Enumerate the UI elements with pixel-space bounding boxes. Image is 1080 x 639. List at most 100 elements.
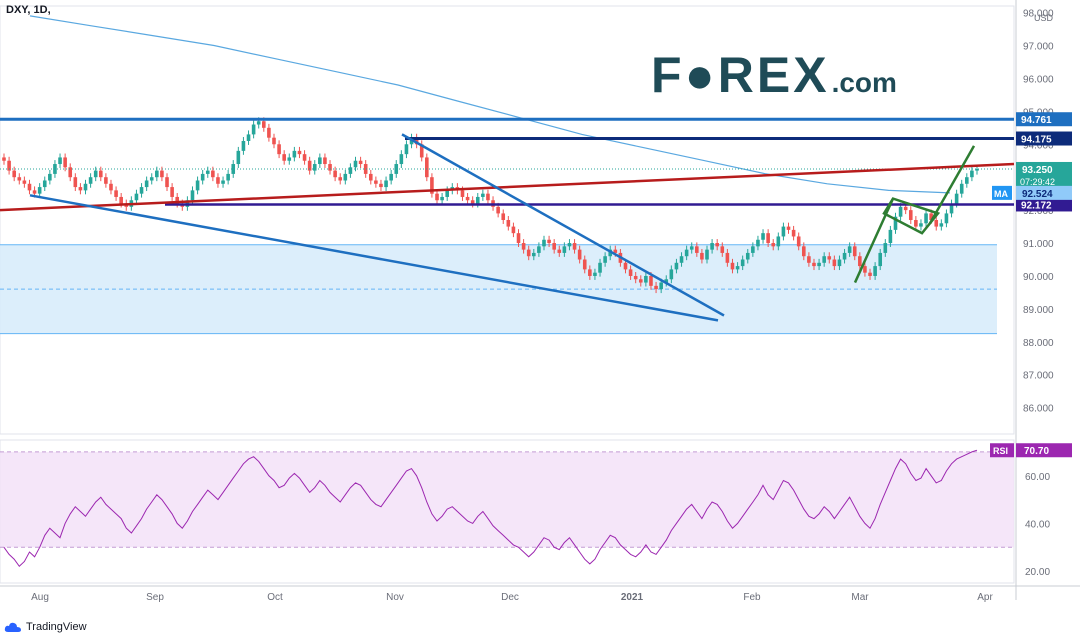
candle-body xyxy=(328,164,332,171)
candle-body xyxy=(873,266,877,276)
candle-body xyxy=(547,239,551,244)
candle-body xyxy=(593,272,597,276)
candle-body xyxy=(425,157,429,178)
wedge-upper-line xyxy=(401,133,725,317)
candle-body xyxy=(109,183,113,191)
candle-body xyxy=(807,256,811,263)
price-tick-label: 89.000 xyxy=(1023,305,1054,316)
candle-body xyxy=(761,233,765,240)
candle-body xyxy=(460,190,465,197)
candle-body xyxy=(78,187,83,191)
candle-body xyxy=(440,196,444,201)
rsi-value-bg xyxy=(1016,443,1072,458)
candle-body xyxy=(745,252,750,260)
candle-body xyxy=(68,167,73,178)
candle-body xyxy=(893,216,898,230)
candle-body xyxy=(598,262,602,273)
candle-body xyxy=(292,150,297,158)
ma-label: MA xyxy=(994,189,1008,199)
candle-body xyxy=(302,154,307,161)
candle-body xyxy=(475,196,480,204)
candle-body xyxy=(654,285,658,290)
candle-body xyxy=(638,279,643,283)
time-tick-label: Nov xyxy=(386,592,404,603)
candle-body xyxy=(735,266,740,270)
candle-body xyxy=(771,243,776,247)
candle-body xyxy=(445,190,449,197)
level-tag-94175-bg xyxy=(1016,131,1072,146)
candle-body xyxy=(603,256,607,263)
rsi-tick-label: 60.00 xyxy=(1025,472,1050,483)
candle-body xyxy=(501,213,506,220)
candle-body xyxy=(511,226,516,234)
time-tick-label: 2021 xyxy=(621,592,644,603)
candle-body xyxy=(430,177,434,194)
candle-body xyxy=(669,269,674,280)
time-tick-label: Dec xyxy=(501,592,519,603)
candle-body xyxy=(756,239,760,247)
candle-body xyxy=(363,164,368,174)
candle-body xyxy=(557,249,562,253)
candle-body xyxy=(226,173,230,181)
candle-body xyxy=(863,266,867,273)
candle-body xyxy=(628,269,633,276)
candle-body xyxy=(837,259,842,267)
rsi-tick-label: 20.00 xyxy=(1025,567,1050,578)
candle-body xyxy=(399,154,404,165)
price-tick-label: 98.000 xyxy=(1023,9,1054,20)
candle-body xyxy=(633,275,638,280)
flag-body xyxy=(882,197,941,235)
candle-body xyxy=(695,246,699,253)
candle-body xyxy=(537,246,541,253)
candle-body xyxy=(236,150,241,165)
candle-body xyxy=(134,193,139,201)
candle-body xyxy=(832,259,837,267)
candle-body xyxy=(414,137,419,145)
candle-body xyxy=(562,246,567,253)
tradingview-footer[interactable]: TradingView xyxy=(4,621,87,633)
candle-body xyxy=(532,252,536,257)
candle-body xyxy=(521,243,526,250)
candle-body xyxy=(644,275,648,283)
candle-body xyxy=(689,246,694,250)
level-tag-92172-bg xyxy=(1016,197,1072,212)
time-tick-label: Apr xyxy=(977,592,993,603)
tradingview-cloud-icon xyxy=(4,622,22,632)
chart-symbol-title: DXY, 1D, xyxy=(6,4,51,16)
wedge-lower-line xyxy=(29,194,719,322)
candle-body xyxy=(465,196,470,201)
candle-body xyxy=(277,144,281,155)
candle-body xyxy=(817,262,821,267)
candle-body xyxy=(165,177,169,188)
candle-body xyxy=(852,246,857,257)
candle-body xyxy=(730,262,735,270)
candle-body xyxy=(98,170,103,178)
candle-body xyxy=(868,272,872,276)
candle-body xyxy=(297,150,302,155)
logo-suffix: .com xyxy=(831,67,897,98)
level-tag-94175: 94.175 xyxy=(1021,135,1052,146)
candle-body xyxy=(323,157,327,165)
candle-body xyxy=(205,170,210,174)
rsi-line xyxy=(3,449,978,568)
level-tag-92172: 92.172 xyxy=(1021,200,1052,211)
candle-body xyxy=(898,206,903,217)
price-pane-frame xyxy=(0,5,1015,435)
tradingview-label: TradingView xyxy=(26,621,87,633)
candle-body xyxy=(435,193,439,201)
candle-body xyxy=(83,183,88,191)
candle-body xyxy=(939,223,944,227)
candle-body xyxy=(58,157,62,165)
time-tick-label: Mar xyxy=(851,592,869,603)
candle-body xyxy=(139,187,144,194)
candle-body xyxy=(256,121,261,125)
level-tag-94761: 94.761 xyxy=(1021,115,1052,126)
candle-body xyxy=(847,246,852,253)
candle-body xyxy=(262,121,266,128)
candle-body xyxy=(267,127,271,138)
red-trend-line xyxy=(0,162,1015,212)
candle-body xyxy=(175,196,180,204)
candle-body xyxy=(155,170,159,178)
time-tick-label: Sep xyxy=(146,592,164,603)
countdown-tag: 07:29:42 xyxy=(1020,177,1055,187)
